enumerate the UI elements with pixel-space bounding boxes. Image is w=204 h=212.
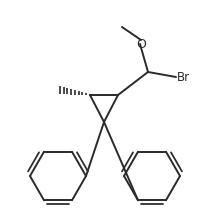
Text: O: O — [135, 38, 145, 50]
Text: Br: Br — [176, 71, 189, 84]
